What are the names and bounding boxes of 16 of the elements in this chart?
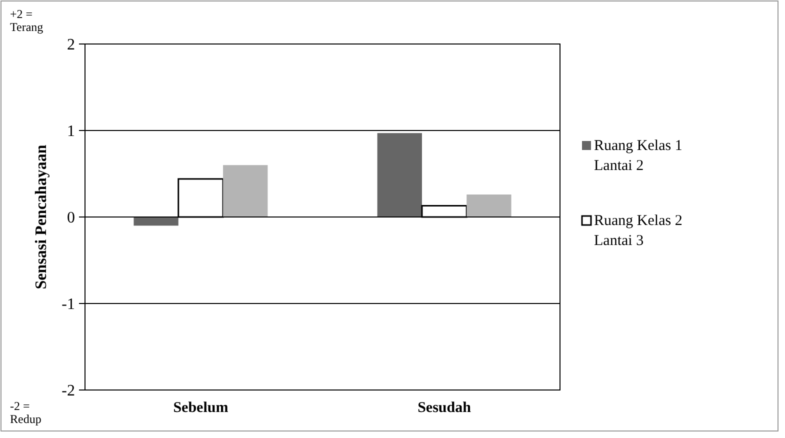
text: +2 = Terang	[10, 7, 44, 34]
y-tick-label: -2	[62, 382, 75, 400]
y-tick-label: -1	[62, 296, 75, 314]
y-tick-label: 0	[67, 210, 75, 227]
legend-label: Ruang Kelas 1 Lantai 2	[594, 138, 682, 174]
x-tick-label: Sebelum	[173, 400, 229, 416]
x-tick-label: Sesudah	[418, 400, 472, 416]
text: -2 = Redup	[10, 399, 42, 426]
bar	[134, 217, 178, 226]
bar	[377, 133, 422, 217]
y-axis-title: Sensasi Pencahayaan	[33, 144, 50, 290]
bar	[223, 165, 268, 217]
bar	[466, 194, 512, 217]
y-tick-label: 1	[67, 123, 75, 140]
y-tick-label: 2	[67, 36, 75, 54]
legend-label: Ruang Kelas 2 Lantai 3	[594, 213, 682, 249]
